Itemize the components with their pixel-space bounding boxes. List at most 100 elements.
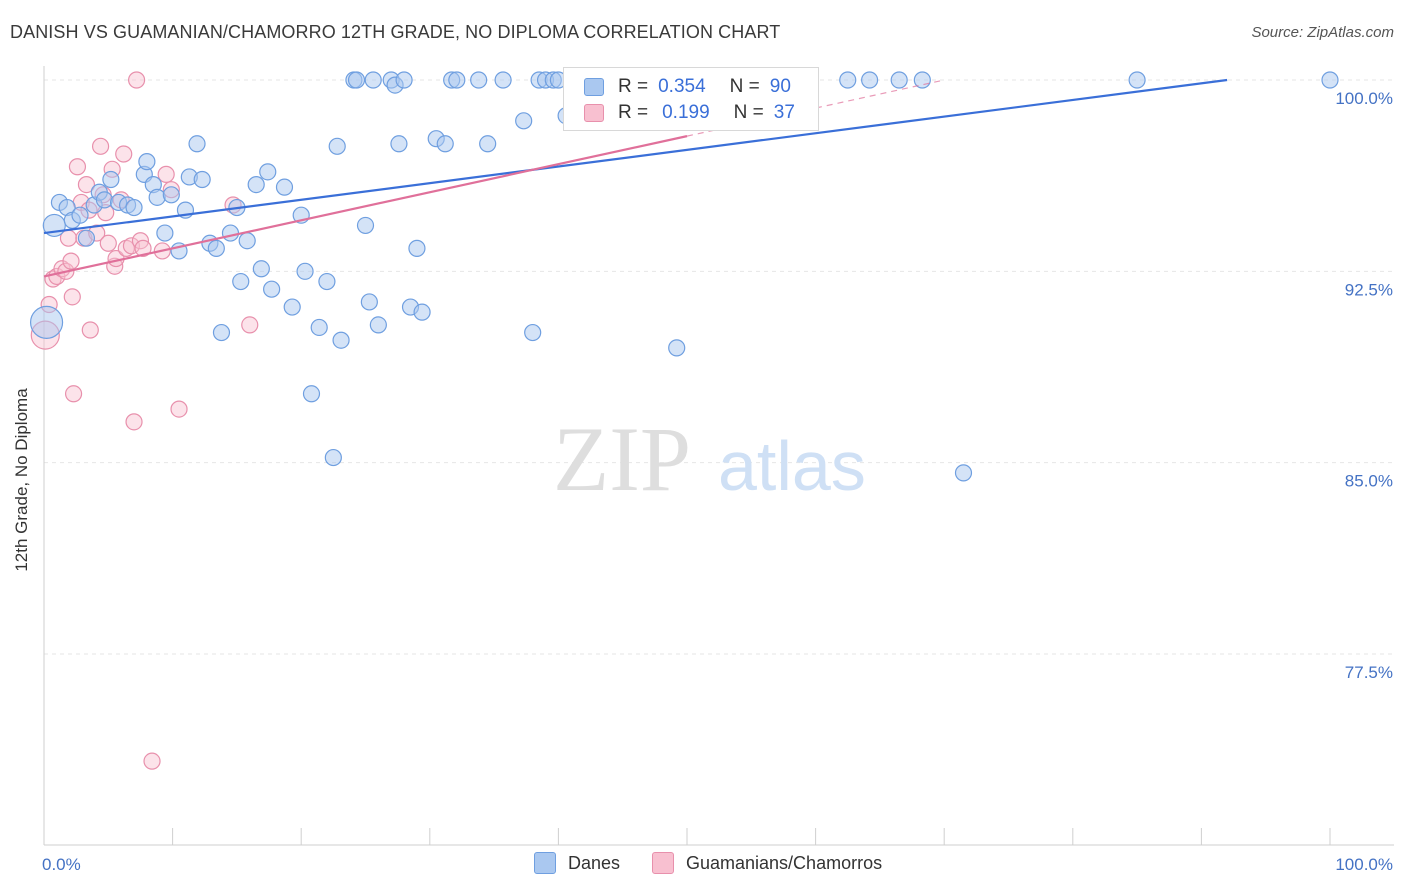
chart-source: Source: ZipAtlas.com bbox=[1251, 24, 1394, 41]
danes-point bbox=[296, 262, 314, 280]
y-tick-label: 100.0% bbox=[1335, 89, 1393, 108]
guam-point bbox=[125, 413, 143, 431]
legend-n-value: 90 bbox=[769, 76, 791, 97]
guam-point bbox=[64, 385, 83, 403]
danes-point bbox=[193, 170, 211, 189]
y-tick-labels: 77.5% 85.0% 92.5% 100.0% bbox=[1335, 89, 1393, 682]
danes-point bbox=[494, 71, 512, 89]
legend-swatch-danes bbox=[584, 78, 604, 96]
legend-n-value: 37 bbox=[773, 102, 795, 123]
x-tick-label: 0.0% bbox=[42, 855, 81, 874]
danes-point bbox=[1321, 71, 1339, 89]
y-tick-label: 77.5% bbox=[1345, 663, 1393, 682]
danes-point bbox=[356, 216, 375, 235]
guam-point bbox=[91, 137, 110, 155]
danes-point bbox=[71, 206, 89, 224]
danes-point bbox=[890, 71, 908, 89]
danes-point bbox=[668, 339, 686, 357]
x-tick-label: 100.0% bbox=[1335, 855, 1393, 874]
guam-point bbox=[127, 71, 146, 89]
watermark-atlas: atlas bbox=[718, 427, 866, 505]
guam-trend-line bbox=[43, 135, 688, 278]
guam-point bbox=[77, 175, 96, 194]
x-tick-labels: 0.0% 100.0% bbox=[42, 855, 1393, 874]
danes-point bbox=[328, 137, 346, 155]
danes-point bbox=[263, 280, 281, 298]
watermark-zip: ZIP bbox=[553, 408, 691, 510]
guam-point bbox=[157, 165, 175, 183]
correlation-legend: R = 0.354 N = 90 R = 0.199 N = 37 bbox=[563, 67, 819, 131]
danes-point bbox=[479, 135, 497, 153]
danes-point bbox=[238, 232, 256, 250]
legend-r-label: R = bbox=[618, 76, 649, 97]
y-tick-label: 92.5% bbox=[1345, 280, 1393, 299]
danes-point bbox=[125, 198, 143, 217]
danes-point bbox=[861, 71, 879, 89]
legend-danes-label: Danes bbox=[568, 852, 621, 873]
guam-point bbox=[241, 316, 259, 334]
trend-lines bbox=[43, 78, 1228, 278]
danes-point bbox=[162, 186, 180, 204]
danes-point bbox=[332, 331, 350, 349]
legend-row-danes: R = 0.354 N = 90 bbox=[584, 75, 791, 99]
legend-n-label: N = bbox=[729, 76, 760, 97]
danes-point bbox=[310, 318, 328, 337]
danes-point bbox=[436, 135, 454, 153]
guam-point bbox=[62, 252, 80, 270]
guam-point bbox=[134, 239, 152, 257]
danes-point bbox=[275, 178, 294, 196]
guam-point bbox=[81, 321, 99, 339]
legend-swatch-guam bbox=[584, 104, 604, 122]
danes-point bbox=[448, 71, 466, 89]
danes-point bbox=[324, 448, 342, 467]
danes-point bbox=[102, 170, 120, 189]
legend-n-label: N = bbox=[733, 102, 764, 123]
y-tick-label: 85.0% bbox=[1345, 472, 1393, 491]
danes-point bbox=[408, 239, 426, 257]
danes-point bbox=[524, 323, 542, 342]
danes-point bbox=[347, 71, 366, 89]
guam-swatch bbox=[652, 852, 674, 874]
danes-point bbox=[247, 175, 265, 194]
danes-point bbox=[148, 188, 166, 206]
danes-trend-line bbox=[43, 78, 1228, 235]
grid-lines bbox=[44, 79, 1394, 655]
legend-r-label: R = bbox=[618, 102, 649, 123]
danes-point bbox=[470, 71, 488, 89]
series-legend: Danes Guamanians/Chamorros bbox=[0, 852, 1406, 878]
danes-point bbox=[302, 385, 321, 403]
legend-r-value: 0.354 bbox=[658, 76, 706, 97]
guam-point bbox=[99, 234, 117, 252]
danes-point bbox=[1128, 71, 1146, 89]
danes-point bbox=[212, 323, 231, 342]
guam-point bbox=[115, 145, 133, 163]
watermark: ZIP atlas bbox=[553, 408, 866, 510]
danes-point bbox=[369, 316, 387, 334]
danes-swatch bbox=[534, 852, 556, 874]
legend-item-guam: Guamanians/Chamorros bbox=[652, 852, 882, 874]
guam-point bbox=[63, 288, 81, 306]
danes-point bbox=[364, 71, 382, 89]
danes-point bbox=[259, 163, 277, 181]
danes-point bbox=[839, 71, 857, 89]
danes-point bbox=[221, 224, 240, 242]
guam-point bbox=[170, 400, 188, 418]
legend-guam-label: Guamanians/Chamorros bbox=[686, 852, 883, 873]
danes-point bbox=[954, 464, 973, 482]
series-danes-points bbox=[29, 71, 1339, 482]
danes-point bbox=[29, 305, 64, 339]
danes-point bbox=[413, 303, 431, 321]
axes bbox=[43, 66, 1394, 846]
guam-point bbox=[68, 158, 87, 176]
y-axis-label: 12th Grade, No Diploma bbox=[12, 388, 31, 572]
legend-item-danes: Danes bbox=[534, 852, 620, 874]
danes-point bbox=[232, 272, 250, 291]
danes-point bbox=[318, 272, 336, 291]
danes-point bbox=[395, 71, 413, 89]
legend-row-guam: R = 0.199 N = 37 bbox=[584, 101, 795, 125]
legend-r-value: 0.199 bbox=[662, 102, 710, 123]
danes-point bbox=[252, 260, 270, 278]
danes-point bbox=[156, 224, 174, 242]
danes-point bbox=[207, 239, 225, 257]
